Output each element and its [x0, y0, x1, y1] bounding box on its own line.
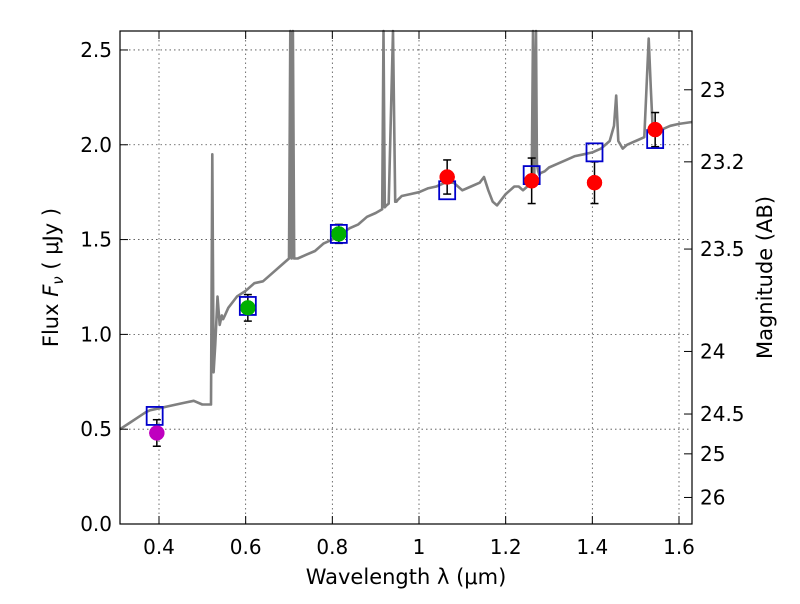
model-square-marker: [329, 223, 348, 244]
y-tick-label: 0.5: [80, 417, 112, 441]
model-spectrum-line: [119, 29, 693, 431]
photometry-point-overlay: [439, 169, 455, 185]
x-tick-label: 0.8: [316, 535, 348, 559]
y-tick-label: 1.0: [80, 322, 112, 346]
axis-ticks: 0.4 0.6 0.8 1 1.2 1.4 1.6 0.0 0.5 1.0 1.5 2.0 2.5 23 2…: [80, 31, 745, 559]
photometry-point-overlay: [524, 173, 540, 189]
model-square-marker: [145, 406, 164, 426]
photometry-point-overlay: [331, 226, 347, 242]
x-tick-label: 0.6: [230, 535, 262, 559]
y2-tick-label: 23: [700, 78, 725, 102]
y2-axis-label: Magnitude (AB): [753, 196, 777, 359]
y2-tick-label: 24.5: [700, 402, 745, 426]
x-tick-label: 0.4: [143, 535, 175, 559]
y2-tick-label: 25: [700, 442, 725, 466]
x-tick-label: 1.2: [490, 535, 522, 559]
y-tick-label: 2.0: [80, 133, 112, 157]
photometry-point-overlay: [647, 122, 663, 138]
y-axis-label-prefix: Flux: [39, 297, 63, 347]
y-tick-label: 2.5: [80, 38, 112, 62]
y-axis-label-symbol: F: [39, 284, 63, 297]
y-tick-label: 0.0: [80, 512, 112, 536]
x-tick-label: 1: [413, 535, 426, 559]
y-tick-label: 1.5: [80, 228, 112, 252]
y-axis-label-subscript: ν: [49, 276, 67, 284]
y-axis-label: Flux Fν ( μJy ): [39, 208, 67, 347]
y2-tick-label: 23.2: [700, 150, 745, 174]
model-spectrum: [119, 29, 693, 431]
y2-tick-label: 26: [700, 485, 725, 509]
data-points: [145, 111, 665, 448]
plot-frame: [119, 30, 693, 525]
y2-tick-label: 23.5: [700, 237, 745, 261]
x-tick-label: 1.6: [663, 535, 695, 559]
photometry-point-overlay: [240, 300, 256, 316]
model-square-marker: [585, 142, 604, 163]
x-axis-label: Wavelength λ (μm): [306, 565, 507, 589]
gridlines: [120, 31, 692, 525]
y2-tick-label: 24: [700, 339, 725, 363]
photometry-point-overlay: [587, 175, 602, 191]
y-axis-label-suffix: ( μJy ): [39, 208, 63, 276]
x-tick-label: 1.4: [576, 535, 608, 559]
photometry-point-overlay: [149, 425, 165, 441]
